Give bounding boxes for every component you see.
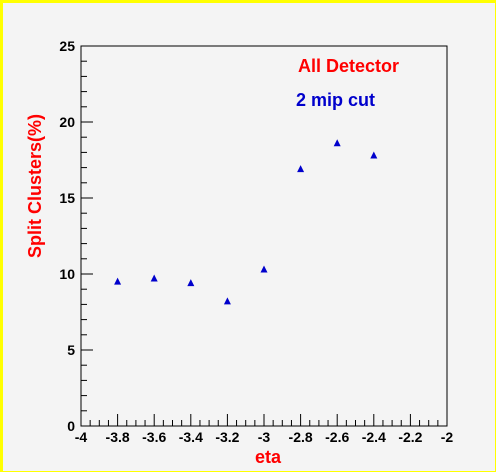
annotation-all-detector: All Detector [298,56,399,76]
y-tick-label: 25 [59,38,75,54]
data-point [260,265,268,273]
annotation-mip-cut: 2 mip cut [296,90,375,110]
data-point [150,274,158,282]
y-axis: 0 5 10 15 20 25 [59,38,93,434]
y-tick-label: 20 [59,114,75,130]
y-tick-label: 0 [67,418,75,434]
data-point [297,165,305,173]
x-tick-label: -4 [75,429,88,445]
data-point [114,277,122,285]
x-tick-label: -3.6 [142,429,166,445]
x-tick-label: -3 [258,429,271,445]
x-tick-label: -2 [441,429,454,445]
data-point [333,139,341,147]
data-point [187,279,195,287]
x-tick-label: -2.2 [398,429,422,445]
y-tick-label: 10 [59,266,75,282]
x-tick-label: -3.8 [106,429,130,445]
data-point [370,151,378,159]
y-tick-label: 5 [67,342,75,358]
y-axis-title: Split Clusters(%) [25,114,45,258]
x-tick-label: -3.2 [215,429,239,445]
x-axis: -4 -3.8 -3.6 -3.4 -3.2 -3 -2.8 -2.6 -2.4 -2.2 -2 [75,414,454,445]
data-points [114,139,378,305]
data-point [223,297,231,305]
x-tick-label: -2.4 [362,429,386,445]
y-tick-label: 15 [59,190,75,206]
x-tick-label: -3.4 [179,429,203,445]
x-axis-title: eta [255,447,282,467]
x-tick-label: -2.6 [325,429,349,445]
plot-area [80,45,448,427]
x-tick-label: -2.8 [289,429,313,445]
